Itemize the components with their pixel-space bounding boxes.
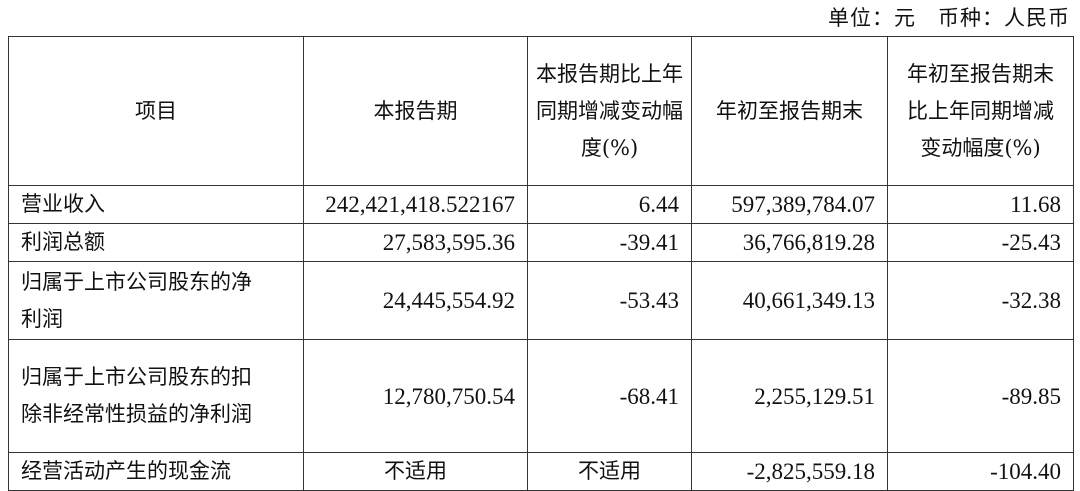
row-current-change: -39.41: [527, 223, 692, 262]
row-current: 不适用: [303, 452, 528, 491]
header-ytd: 年初至报告期末: [691, 36, 888, 186]
row-current-change: 不适用: [527, 452, 692, 491]
row-ytd: 36,766,819.28: [691, 223, 888, 262]
row-current-change: 6.44: [527, 185, 692, 224]
header-current-period: 本报告期: [303, 36, 528, 186]
row-ytd-change: -32.38: [887, 261, 1074, 340]
row-ytd: 597,389,784.07: [691, 185, 888, 224]
row-ytd: 2,255,129.51: [691, 339, 888, 453]
header-ytd-change: 年初至报告期末比上年同期增减变动幅度(%): [887, 36, 1074, 186]
row-current: 27,583,595.36: [303, 223, 528, 262]
row-current-change: -53.43: [527, 261, 692, 340]
row-item: 归属于上市公司股东的净利润: [8, 261, 304, 340]
row-current: 242,421,418.522167: [303, 185, 528, 224]
header-row: 项目 本报告期 本报告期比上年同期增减变动幅度(%) 年初至报告期末 年初至报告…: [8, 36, 1074, 186]
row-item: 利润总额: [8, 223, 304, 262]
financial-table: 项目 本报告期 本报告期比上年同期增减变动幅度(%) 年初至报告期末 年初至报告…: [8, 36, 1074, 491]
row-current: 12,780,750.54: [303, 339, 528, 453]
row-item: 营业收入: [8, 185, 304, 224]
row-ytd-change: -104.40: [887, 452, 1074, 491]
row-ytd-change: 11.68: [887, 185, 1074, 224]
row-ytd: 40,661,349.13: [691, 261, 888, 340]
table-row: 营业收入 242,421,418.522167 6.44 597,389,784…: [8, 185, 1074, 224]
row-ytd-change: -25.43: [887, 223, 1074, 262]
table-row: 归属于上市公司股东的扣除非经常性损益的净利润 12,780,750.54 -68…: [8, 339, 1074, 453]
unit-currency-note: 单位：元 币种：人民币: [828, 6, 1070, 30]
header-current-change: 本报告期比上年同期增减变动幅度(%): [527, 36, 692, 186]
row-current: 24,445,554.92: [303, 261, 528, 340]
table-row: 利润总额 27,583,595.36 -39.41 36,766,819.28 …: [8, 223, 1074, 262]
table-row: 归属于上市公司股东的净利润 24,445,554.92 -53.43 40,66…: [8, 261, 1074, 340]
header-item: 项目: [8, 36, 304, 186]
row-item: 归属于上市公司股东的扣除非经常性损益的净利润: [8, 339, 304, 453]
row-current-change: -68.41: [527, 339, 692, 453]
row-ytd: -2,825,559.18: [691, 452, 888, 491]
table-row: 经营活动产生的现金流 不适用 不适用 -2,825,559.18 -104.40: [8, 452, 1074, 491]
row-item: 经营活动产生的现金流: [8, 452, 304, 491]
row-ytd-change: -89.85: [887, 339, 1074, 453]
